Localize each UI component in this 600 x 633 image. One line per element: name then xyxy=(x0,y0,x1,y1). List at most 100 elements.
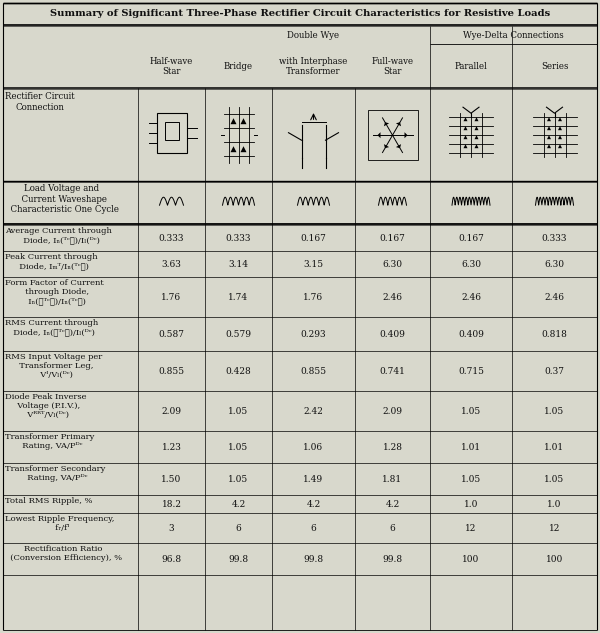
Text: 18.2: 18.2 xyxy=(161,499,182,509)
Polygon shape xyxy=(464,144,467,148)
Text: 6.30: 6.30 xyxy=(383,260,403,268)
Polygon shape xyxy=(230,118,236,124)
Polygon shape xyxy=(464,126,467,130)
Text: RMS Input Voltage per
  Transformer Leg,
  Vᴵ/Vₗ(ᴰᶜ): RMS Input Voltage per Transformer Leg, V… xyxy=(5,353,102,379)
Text: 1.05: 1.05 xyxy=(461,475,481,484)
Text: 1.74: 1.74 xyxy=(229,292,248,302)
Text: 96.8: 96.8 xyxy=(161,555,182,564)
Polygon shape xyxy=(404,132,407,138)
Polygon shape xyxy=(475,144,479,148)
Polygon shape xyxy=(547,144,551,148)
Polygon shape xyxy=(464,117,467,121)
Text: 6: 6 xyxy=(389,523,395,533)
Text: Form Factor of Current
  through Diode,
  Iₙ(ᶍᵀᶜᶏ)/Iₙ(ᵀᶜᶏ): Form Factor of Current through Diode, Iₙ… xyxy=(5,279,104,305)
Text: 0.333: 0.333 xyxy=(159,234,184,242)
Text: 0.333: 0.333 xyxy=(542,234,567,242)
Text: 4.2: 4.2 xyxy=(385,499,400,509)
Text: 4.2: 4.2 xyxy=(307,499,320,509)
Text: 4.2: 4.2 xyxy=(232,499,245,509)
Text: 0.333: 0.333 xyxy=(226,234,251,242)
Text: 1.0: 1.0 xyxy=(464,499,478,509)
Text: 0.855: 0.855 xyxy=(301,367,326,376)
Text: 99.8: 99.8 xyxy=(304,555,323,564)
Polygon shape xyxy=(547,126,551,130)
Text: 12: 12 xyxy=(466,523,476,533)
Polygon shape xyxy=(547,117,551,121)
Text: Average Current through
  Diode, Iₙ(ᵀᶜᶏ)/Iₗ(ᴰᶜ): Average Current through Diode, Iₙ(ᵀᶜᶏ)/I… xyxy=(5,227,112,244)
Text: 6.30: 6.30 xyxy=(545,260,565,268)
Polygon shape xyxy=(464,135,467,139)
Polygon shape xyxy=(384,122,389,127)
Text: 1.0: 1.0 xyxy=(547,499,562,509)
Text: 0.167: 0.167 xyxy=(458,234,484,242)
Text: 3.15: 3.15 xyxy=(304,260,323,268)
Text: 2.46: 2.46 xyxy=(545,292,565,302)
Text: 2.46: 2.46 xyxy=(461,292,481,302)
Text: 6: 6 xyxy=(311,523,316,533)
Text: 3: 3 xyxy=(169,523,175,533)
Text: 1.01: 1.01 xyxy=(544,442,565,452)
Text: Peak Current through
  Diode, Iₘᵀ/Iₙ(ᵀᶜᶏ): Peak Current through Diode, Iₘᵀ/Iₙ(ᵀᶜᶏ) xyxy=(5,253,98,270)
Text: with Interphase
Transformer: with Interphase Transformer xyxy=(280,56,347,76)
Text: 1.76: 1.76 xyxy=(161,292,182,302)
Text: 1.81: 1.81 xyxy=(382,475,403,484)
Text: 99.8: 99.8 xyxy=(229,555,248,564)
Polygon shape xyxy=(230,146,236,152)
Polygon shape xyxy=(558,135,562,139)
Polygon shape xyxy=(558,117,562,121)
Text: 2.42: 2.42 xyxy=(304,406,323,416)
Text: Series: Series xyxy=(541,61,568,71)
Text: RMS Current through
  Diode, Iₙ(ᶍᵀᶜᶏ)/Iₗ(ᴰᶜ): RMS Current through Diode, Iₙ(ᶍᵀᶜᶏ)/Iₗ(ᴰ… xyxy=(5,318,98,336)
Text: Lowest Ripple Frequency,
  fᵣ/fᴵ: Lowest Ripple Frequency, fᵣ/fᴵ xyxy=(5,515,115,532)
Polygon shape xyxy=(558,126,562,130)
Text: 1.05: 1.05 xyxy=(544,475,565,484)
Polygon shape xyxy=(377,132,380,138)
Text: Half-wave
Star: Half-wave Star xyxy=(150,56,193,76)
Bar xyxy=(367,110,418,160)
Polygon shape xyxy=(475,135,479,139)
Text: 0.741: 0.741 xyxy=(380,367,406,376)
Text: 1.05: 1.05 xyxy=(229,406,248,416)
Polygon shape xyxy=(241,118,247,124)
Text: 1.28: 1.28 xyxy=(383,442,403,452)
Polygon shape xyxy=(547,135,551,139)
Text: Summary of Significant Three-Phase Rectifier Circuit Characteristics for Resisti: Summary of Significant Three-Phase Recti… xyxy=(50,9,550,18)
Text: 3.14: 3.14 xyxy=(229,260,248,268)
Text: Rectification Ratio
  (Conversion Efficiency), %: Rectification Ratio (Conversion Efficien… xyxy=(5,545,122,562)
Polygon shape xyxy=(396,144,401,148)
Text: Double Wye: Double Wye xyxy=(287,30,340,40)
Text: Wye-Delta Connections: Wye-Delta Connections xyxy=(463,30,564,40)
Text: 1.01: 1.01 xyxy=(461,442,481,452)
Text: 1.05: 1.05 xyxy=(461,406,481,416)
Polygon shape xyxy=(475,117,479,121)
Text: 0.715: 0.715 xyxy=(458,367,484,376)
Bar xyxy=(164,122,179,140)
Polygon shape xyxy=(384,144,389,148)
Text: 0.579: 0.579 xyxy=(226,330,251,339)
Text: 0.409: 0.409 xyxy=(380,330,406,339)
Text: 1.06: 1.06 xyxy=(304,442,323,452)
Polygon shape xyxy=(475,126,479,130)
Text: Transformer Secondary
  Rating, VA/Pᴰᶜ: Transformer Secondary Rating, VA/Pᴰᶜ xyxy=(5,465,106,482)
Text: 2.09: 2.09 xyxy=(383,406,403,416)
Text: Diode Peak Inverse
  Voltage (P.I.V.),
  Vᴿᴿᵀ/Vₗ(ᴰᶜ): Diode Peak Inverse Voltage (P.I.V.), Vᴿᴿ… xyxy=(5,392,86,419)
Text: 100: 100 xyxy=(546,555,563,564)
Polygon shape xyxy=(241,146,247,152)
Text: 2.46: 2.46 xyxy=(383,292,403,302)
Text: Load Voltage and
  Current Waveshape
  Characteristic One Cycle: Load Voltage and Current Waveshape Chara… xyxy=(5,184,119,214)
Text: Full-wave
Star: Full-wave Star xyxy=(371,56,413,76)
Text: 0.409: 0.409 xyxy=(458,330,484,339)
Text: 2.09: 2.09 xyxy=(161,406,182,416)
Text: 6.30: 6.30 xyxy=(461,260,481,268)
Text: 0.855: 0.855 xyxy=(158,367,185,376)
Text: 99.8: 99.8 xyxy=(382,555,403,564)
Text: 1.50: 1.50 xyxy=(161,475,182,484)
Text: Total RMS Ripple, %: Total RMS Ripple, % xyxy=(5,497,92,505)
Text: 1.76: 1.76 xyxy=(304,292,323,302)
Text: 0.167: 0.167 xyxy=(380,234,406,242)
Text: 0.167: 0.167 xyxy=(301,234,326,242)
Bar xyxy=(157,113,187,153)
Text: 1.05: 1.05 xyxy=(229,475,248,484)
Text: 0.293: 0.293 xyxy=(301,330,326,339)
Text: 0.37: 0.37 xyxy=(545,367,565,376)
